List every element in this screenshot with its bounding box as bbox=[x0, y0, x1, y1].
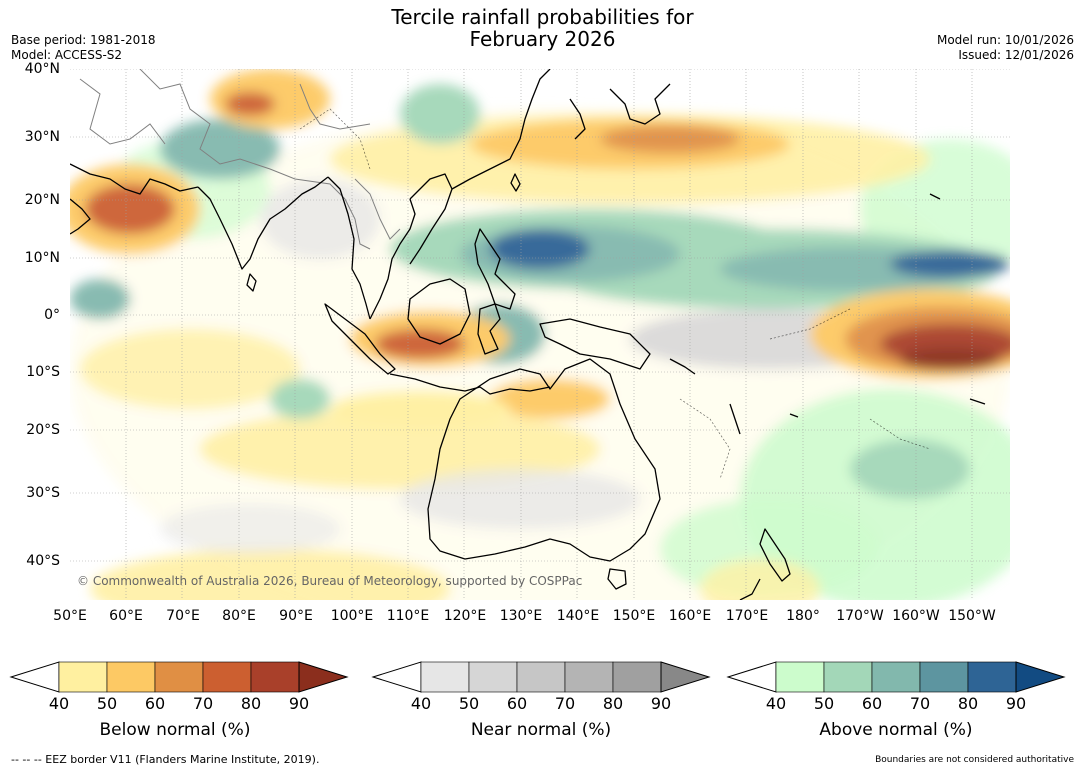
colorbar-min-arrow bbox=[9, 661, 60, 693]
colorbar-tick: 90 bbox=[650, 694, 672, 713]
lat-label: 30°N bbox=[24, 129, 60, 145]
near-normal-colorbar bbox=[371, 661, 711, 693]
colorbar-max-arrow bbox=[298, 661, 349, 693]
map-title-line2: February 2026 bbox=[469, 27, 616, 51]
colorbar-swatch bbox=[919, 661, 969, 693]
colorbar-swatch bbox=[516, 661, 566, 693]
colorbar-swatch bbox=[202, 661, 252, 693]
lon-label: 150°W bbox=[948, 608, 996, 624]
colorbar-swatch bbox=[154, 661, 204, 693]
lon-label: 170°W bbox=[836, 608, 884, 624]
colorbar-tick: 80 bbox=[240, 694, 262, 713]
lon-label: 170°E bbox=[725, 608, 769, 624]
lon-label: 90°E bbox=[279, 608, 313, 624]
lat-label: 0° bbox=[44, 307, 60, 323]
colorbar-tick: 50 bbox=[458, 694, 480, 713]
lon-label: 150°E bbox=[612, 608, 656, 624]
colorbar-swatch bbox=[967, 661, 1017, 693]
colorbar-swatch bbox=[823, 661, 873, 693]
colorbar-min-arrow bbox=[371, 661, 422, 693]
colorbar-min-arrow bbox=[726, 661, 777, 693]
lon-label: 100°E bbox=[330, 608, 374, 624]
lon-label: 140°E bbox=[556, 608, 600, 624]
lon-label: 60°E bbox=[109, 608, 143, 624]
colorbar-tick: 60 bbox=[861, 694, 883, 713]
colorbar-tick: 60 bbox=[144, 694, 166, 713]
colorbar-tick: 50 bbox=[96, 694, 118, 713]
below-normal-label: Below normal (%) bbox=[99, 720, 251, 740]
country-borders bbox=[79, 69, 401, 250]
lat-label: 40°S bbox=[26, 553, 60, 569]
lat-label: 10°S bbox=[26, 364, 60, 380]
lat-label: 20°N bbox=[24, 192, 60, 208]
colorbar-tick: 80 bbox=[957, 694, 979, 713]
map-gridlines bbox=[70, 69, 1010, 600]
lon-label: 80°E bbox=[222, 608, 256, 624]
lon-label: 130°E bbox=[499, 608, 543, 624]
near-normal-label: Near normal (%) bbox=[470, 720, 612, 740]
lon-label: 50°E bbox=[53, 608, 87, 624]
colorbar-tick: 60 bbox=[506, 694, 528, 713]
colorbar-tick: 70 bbox=[192, 694, 214, 713]
colorbar-swatch bbox=[58, 661, 108, 693]
colorbar-tick: 70 bbox=[909, 694, 931, 713]
boundaries-disclaimer: Boundaries are not considered authoritat… bbox=[875, 755, 1074, 765]
colorbar-tick: 40 bbox=[48, 694, 70, 713]
colorbar-max-arrow bbox=[660, 661, 711, 693]
lon-label: 160°E bbox=[668, 608, 712, 624]
above-normal-label: Above normal (%) bbox=[819, 720, 973, 740]
eez-borders bbox=[299, 108, 931, 480]
colorbar-swatch bbox=[250, 661, 300, 693]
map-title-line1: Tercile rainfall probabilities for bbox=[391, 5, 694, 29]
colorbar-swatch bbox=[106, 661, 156, 693]
lat-label: 10°N bbox=[24, 250, 60, 266]
above-normal-colorbar bbox=[726, 661, 1066, 693]
lat-label: 20°S bbox=[26, 422, 60, 438]
colorbar-max-arrow bbox=[1015, 661, 1066, 693]
base-period-text: Base period: 1981-2018 bbox=[11, 33, 156, 47]
colorbar-swatch bbox=[420, 661, 470, 693]
colorbar-tick: 80 bbox=[602, 694, 624, 713]
copyright-text: © Commonwealth of Australia 2026, Bureau… bbox=[77, 574, 582, 588]
rainfall-probability-map: © Commonwealth of Australia 2026, Bureau… bbox=[70, 69, 1010, 600]
model-text: Model: ACCESS-S2 bbox=[11, 48, 123, 62]
lon-label: 70°E bbox=[166, 608, 200, 624]
colorbar-swatch bbox=[612, 661, 662, 693]
colorbar-tick: 50 bbox=[813, 694, 835, 713]
coastlines bbox=[70, 69, 986, 600]
colorbar-tick: 70 bbox=[554, 694, 576, 713]
colorbar-swatch bbox=[564, 661, 614, 693]
colorbar-tick: 40 bbox=[410, 694, 432, 713]
lat-label: 40°N bbox=[24, 61, 60, 77]
colorbar-tick: 40 bbox=[765, 694, 787, 713]
lon-label: 160°W bbox=[892, 608, 940, 624]
colorbar-tick: 90 bbox=[288, 694, 310, 713]
lon-label: 110°E bbox=[386, 608, 430, 624]
colorbar-tick: 90 bbox=[1005, 694, 1027, 713]
below-normal-colorbar bbox=[9, 661, 349, 693]
lon-label: 120°E bbox=[443, 608, 487, 624]
lat-label: 30°S bbox=[26, 485, 60, 501]
eez-legend-text: -- -- -- EEZ border V11 (Flanders Marine… bbox=[11, 753, 320, 766]
colorbar-swatch bbox=[468, 661, 518, 693]
issued-text: Issued: 12/01/2026 bbox=[958, 48, 1074, 62]
lon-label: 180° bbox=[786, 608, 820, 624]
model-run-text: Model run: 10/01/2026 bbox=[936, 33, 1074, 47]
probability-field bbox=[70, 69, 1010, 600]
colorbar-swatch bbox=[775, 661, 825, 693]
colorbar-swatch bbox=[871, 661, 921, 693]
